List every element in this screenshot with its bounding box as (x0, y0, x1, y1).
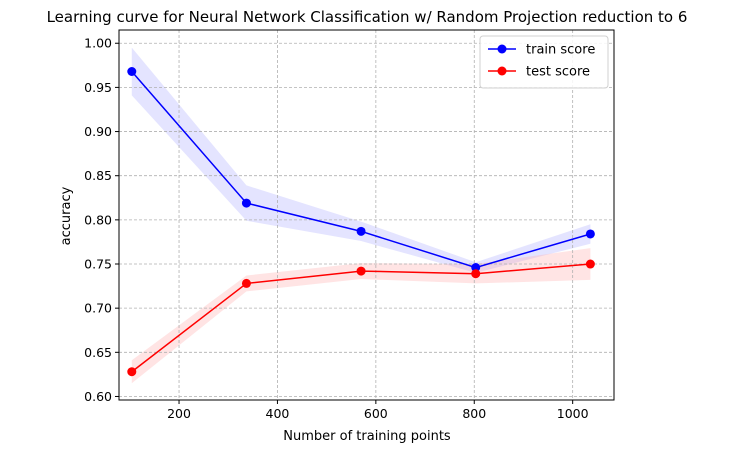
legend-entry-1: test score (526, 65, 590, 80)
x-tick-label: 600 (364, 406, 388, 421)
plot-frame (118, 29, 615, 401)
data-point (585, 259, 595, 269)
legend-marker-0 (497, 44, 507, 54)
confidence-bands (131, 47, 591, 384)
legend-marker-1 (497, 66, 507, 76)
data-point (127, 67, 137, 77)
data-point (127, 367, 137, 377)
data-point (471, 263, 481, 273)
grid (119, 30, 614, 400)
x-tick-label: 1000 (557, 406, 589, 421)
data-point (585, 229, 595, 239)
y-axis-ticks: 0.60 0.65 0.70 0.75 0.80 0.85 0.90 0.95 1.00 (84, 36, 119, 404)
y-tick-label: 1.00 (84, 36, 112, 51)
x-tick-label: 800 (462, 406, 486, 421)
legend: train score test score (479, 35, 609, 89)
y-tick-label: 0.90 (84, 124, 112, 139)
y-tick-label: 0.60 (84, 389, 112, 404)
data-point (356, 266, 366, 276)
data-point (241, 278, 251, 288)
data-point (356, 226, 366, 236)
confidence-band-0 (131, 47, 591, 273)
y-tick-label: 0.95 (84, 80, 112, 95)
data-point (241, 198, 251, 208)
y-tick-label: 0.80 (84, 212, 112, 227)
x-axis-ticks: 200 400 600 800 1000 (167, 400, 589, 421)
data-point (471, 269, 481, 279)
x-axis-label: Number of training points (283, 429, 451, 444)
y-tick-label: 0.70 (84, 301, 112, 316)
y-tick-label: 0.75 (84, 257, 112, 272)
series-lines (127, 67, 595, 377)
y-tick-label: 0.65 (84, 345, 112, 360)
y-tick-label: 0.85 (84, 168, 112, 183)
chart-title: Learning curve for Neural Network Classi… (47, 8, 688, 26)
x-tick-label: 200 (167, 406, 191, 421)
x-tick-label: 400 (266, 406, 290, 421)
legend-entry-0: train score (526, 43, 595, 58)
y-axis-label: accuracy (59, 186, 74, 245)
